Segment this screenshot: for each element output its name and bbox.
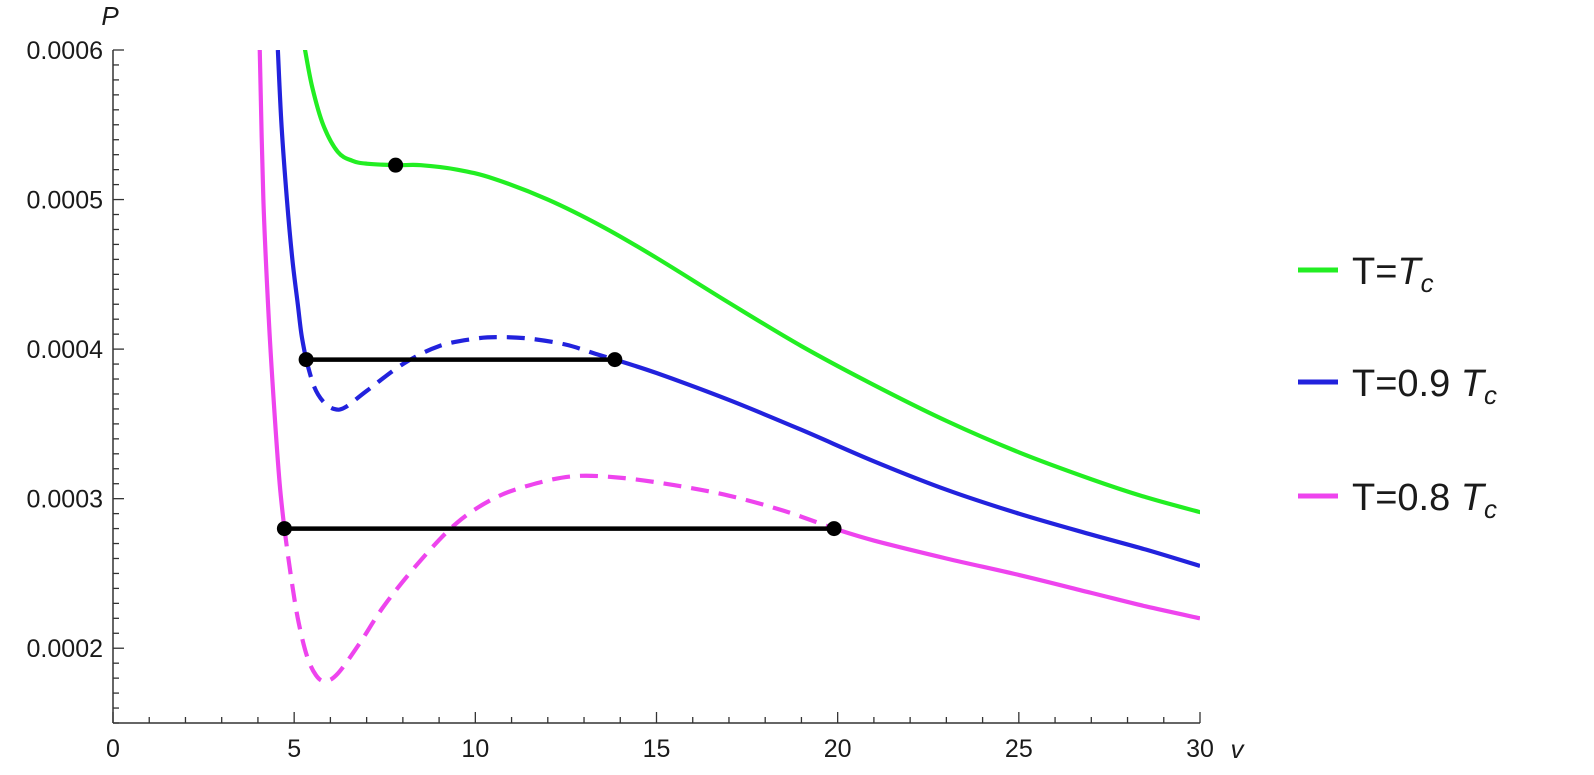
series-0.8-coexistence-point-left	[276, 521, 292, 537]
legend-label-main: T=0.9	[1352, 363, 1461, 405]
legend-label-symbol: T	[1397, 251, 1423, 293]
series-0.8-stable-right	[833, 526, 1200, 621]
critical-point	[388, 157, 404, 173]
series-0.9-unstable-dashed	[304, 335, 616, 412]
x-tick-label: 25	[1005, 735, 1033, 763]
y-axis-label: P	[101, 1, 119, 31]
x-tick-label: 10	[461, 735, 489, 763]
legend: T=TcT=0.9 TcT=0.8 Tc	[1298, 251, 1497, 524]
legend-label-subscript: c	[1484, 380, 1497, 410]
y-tick-label: 0.0003	[27, 486, 103, 514]
x-tick-label: 15	[643, 735, 671, 763]
plot-area	[257, 50, 1200, 684]
legend-label-main: T=0.8	[1352, 477, 1461, 519]
legend-label-main: T=	[1352, 251, 1397, 293]
y-tick-label: 0.0002	[27, 635, 103, 663]
series-0.9-stable-right	[614, 357, 1200, 568]
x-axis-label: v	[1231, 734, 1246, 764]
x-tick-label: 30	[1186, 735, 1214, 763]
series-0.8-stable-left	[257, 50, 287, 529]
series-0.9-stable-left	[275, 50, 309, 360]
y-tick-label: 0.0006	[27, 37, 103, 65]
series-0.8-coexistence-point-right	[826, 521, 842, 537]
series-group	[257, 50, 1200, 684]
series-0.8-unstable-dashed	[282, 473, 835, 684]
legend-label-1: T=0.9 Tc	[1352, 363, 1497, 410]
legend-label-symbol: T	[1461, 477, 1487, 519]
legend-label-subscript: c	[1421, 268, 1434, 298]
legend-label-0: T=Tc	[1352, 251, 1434, 298]
y-tick-label: 0.0005	[27, 187, 103, 215]
legend-label-subscript: c	[1484, 494, 1497, 524]
x-tick-label: 20	[824, 735, 852, 763]
y-tick-label: 0.0004	[27, 336, 104, 364]
x-tick-label: 5	[287, 735, 301, 763]
axes: 0 5 10 15 20 25 30 0.0002 0.0003 0.0004 0.0005 0.00…	[27, 1, 1246, 764]
legend-label-symbol: T	[1461, 363, 1487, 405]
series-0.9-coexistence-point-right	[607, 352, 623, 368]
series-0.9-coexistence-point-left	[298, 352, 314, 368]
x-tick-label: 0	[106, 735, 120, 763]
legend-label-2: T=0.8 Tc	[1352, 477, 1497, 524]
series-critical-line	[302, 50, 1200, 515]
